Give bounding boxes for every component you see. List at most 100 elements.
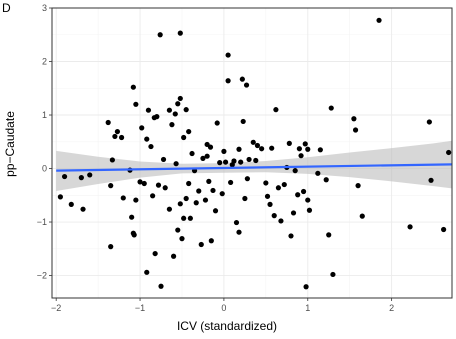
data-point bbox=[200, 155, 206, 161]
data-point bbox=[303, 284, 309, 290]
data-point bbox=[154, 114, 160, 120]
data-point bbox=[222, 159, 229, 165]
data-point bbox=[120, 195, 126, 201]
y-axis-title: pp−Caudate bbox=[3, 111, 17, 177]
data-point bbox=[133, 101, 139, 107]
y-tick-label: 3 bbox=[42, 3, 47, 13]
data-point bbox=[426, 119, 432, 125]
data-point bbox=[157, 32, 163, 38]
data-point bbox=[286, 140, 292, 146]
data-point bbox=[271, 213, 277, 219]
data-point bbox=[155, 182, 162, 188]
data-point bbox=[57, 194, 63, 200]
data-point bbox=[219, 191, 225, 197]
data-point bbox=[296, 146, 302, 152]
data-point bbox=[212, 208, 219, 214]
x-tick-label: −1 bbox=[135, 303, 145, 313]
data-point bbox=[108, 183, 114, 189]
data-point bbox=[239, 76, 245, 82]
data-point bbox=[172, 111, 178, 117]
data-point bbox=[317, 147, 323, 153]
data-point bbox=[240, 118, 246, 125]
x-tick-label: −2 bbox=[51, 303, 61, 313]
data-point bbox=[306, 207, 313, 213]
data-points bbox=[57, 17, 452, 290]
data-point bbox=[441, 226, 447, 233]
data-point bbox=[250, 139, 256, 145]
data-point bbox=[179, 236, 185, 242]
data-point bbox=[295, 192, 301, 198]
data-point bbox=[175, 227, 181, 233]
data-point bbox=[302, 141, 308, 147]
data-point bbox=[351, 116, 357, 122]
y-axis-ticks: −2 −1 0 1 2 3 bbox=[37, 3, 52, 281]
y-tick-label: −2 bbox=[37, 271, 47, 281]
data-point bbox=[186, 128, 192, 135]
data-point bbox=[198, 241, 204, 248]
data-point bbox=[183, 107, 189, 113]
y-tick-label: 2 bbox=[42, 57, 47, 67]
data-point bbox=[330, 271, 336, 278]
data-point bbox=[259, 146, 265, 152]
data-point bbox=[207, 144, 214, 150]
x-tick-label: 1 bbox=[305, 303, 310, 313]
data-point bbox=[290, 210, 297, 216]
data-point bbox=[246, 156, 252, 163]
panel-letter: D bbox=[2, 1, 11, 15]
data-point bbox=[446, 149, 452, 156]
data-point bbox=[326, 232, 332, 238]
data-point bbox=[264, 193, 271, 199]
data-point bbox=[269, 145, 275, 151]
data-point bbox=[221, 148, 227, 154]
data-point bbox=[206, 178, 212, 184]
data-point bbox=[231, 158, 237, 164]
data-point bbox=[273, 107, 279, 113]
data-point bbox=[169, 122, 175, 128]
data-point bbox=[158, 283, 164, 289]
data-point bbox=[238, 159, 244, 165]
data-point bbox=[119, 134, 125, 141]
data-point bbox=[148, 143, 154, 150]
data-point bbox=[187, 215, 193, 221]
fit-line-group bbox=[56, 163, 453, 172]
data-point bbox=[166, 206, 173, 212]
data-point bbox=[112, 133, 118, 140]
data-point bbox=[300, 188, 307, 195]
data-point bbox=[225, 78, 231, 84]
data-point bbox=[236, 146, 242, 152]
data-point bbox=[129, 214, 135, 220]
data-point bbox=[202, 197, 209, 203]
regression-line bbox=[56, 163, 453, 172]
data-point bbox=[189, 150, 195, 157]
data-point bbox=[328, 105, 334, 111]
data-point bbox=[193, 200, 199, 206]
data-point bbox=[243, 82, 250, 88]
data-point bbox=[305, 146, 311, 152]
data-point bbox=[254, 142, 261, 149]
data-point bbox=[292, 168, 298, 174]
data-point bbox=[114, 128, 121, 135]
data-point bbox=[181, 215, 187, 221]
data-point bbox=[144, 136, 150, 142]
data-point bbox=[177, 30, 183, 36]
data-point bbox=[196, 188, 202, 194]
data-point bbox=[233, 219, 240, 226]
data-point bbox=[145, 107, 152, 113]
data-point bbox=[236, 229, 242, 235]
data-point bbox=[407, 224, 413, 230]
data-point bbox=[137, 179, 143, 185]
y-tick-label: 1 bbox=[42, 110, 47, 120]
data-point bbox=[150, 193, 156, 199]
data-point bbox=[78, 175, 84, 181]
data-point bbox=[315, 170, 321, 176]
data-point bbox=[186, 180, 192, 187]
y-tick-label: 0 bbox=[42, 164, 47, 174]
data-point bbox=[288, 233, 294, 239]
data-point bbox=[162, 185, 168, 191]
data-point bbox=[355, 183, 361, 189]
data-point bbox=[181, 134, 187, 141]
data-point bbox=[428, 177, 434, 183]
data-point bbox=[214, 120, 220, 126]
data-point bbox=[160, 156, 167, 163]
